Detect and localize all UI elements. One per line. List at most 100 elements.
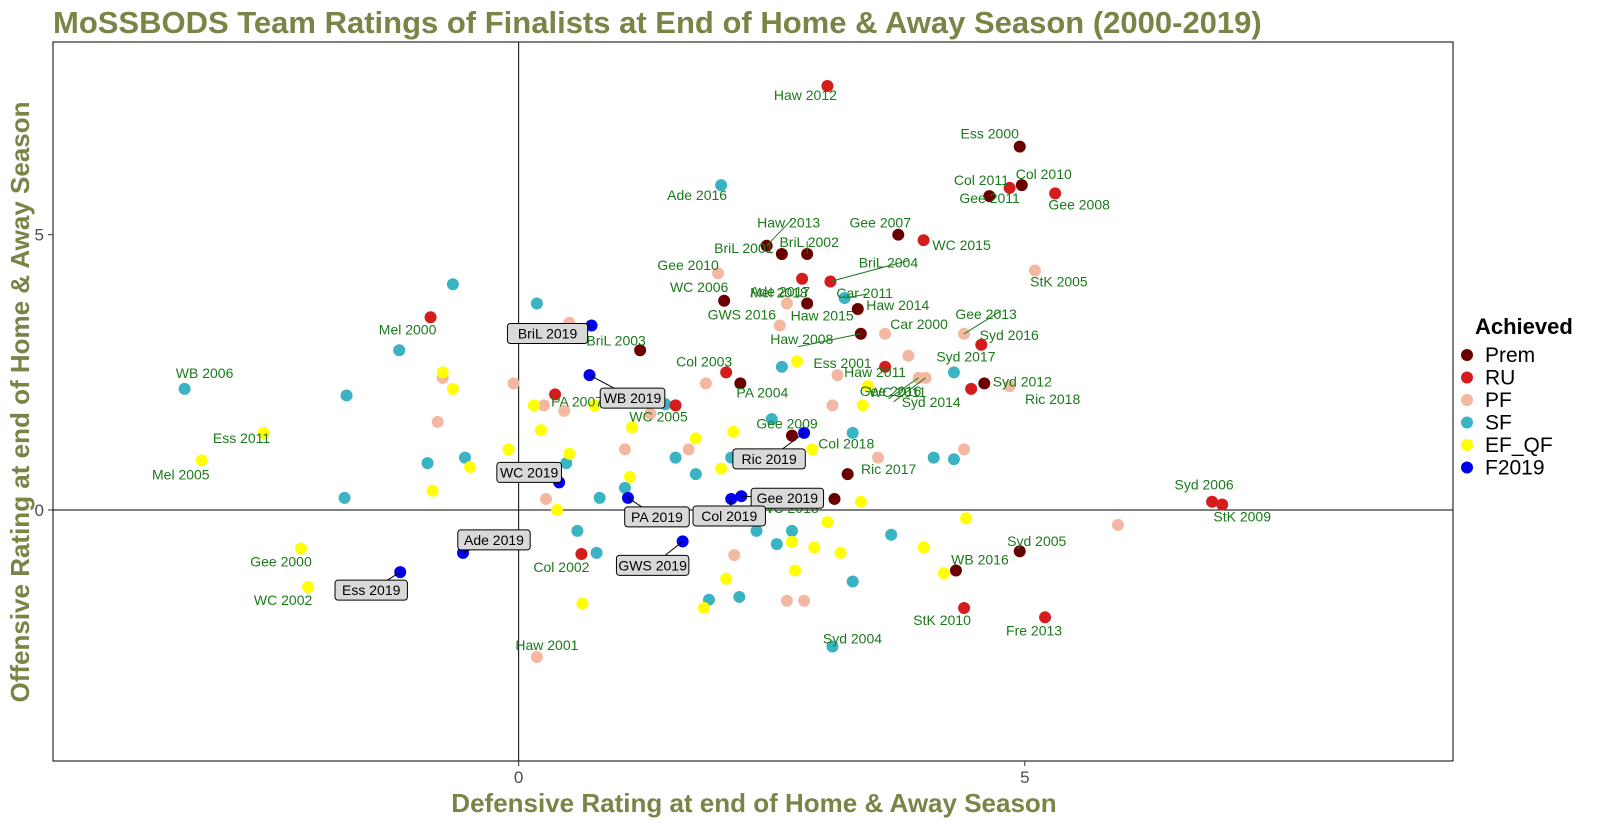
data-point — [727, 425, 740, 438]
data-point — [796, 272, 809, 285]
data-point — [861, 380, 874, 393]
data-point — [446, 278, 459, 291]
data-point — [178, 382, 191, 395]
point-label: WC 2011 — [869, 384, 927, 400]
point-label: GWS 2016 — [708, 307, 777, 323]
data-point — [539, 492, 552, 505]
box-label-leader-line — [587, 325, 592, 327]
legend-key — [1461, 416, 1473, 429]
data-point — [892, 228, 905, 241]
data-point — [689, 468, 702, 481]
data-point — [1003, 181, 1016, 194]
legend-label: PF — [1485, 389, 1512, 412]
data-point — [195, 454, 208, 467]
data-point — [821, 80, 834, 93]
legend-key — [1461, 439, 1473, 451]
box-label-leader-line — [664, 540, 683, 556]
point-label: Haw 2012 — [774, 87, 837, 103]
box-label: Col 2019 — [701, 508, 757, 524]
data-point — [1216, 498, 1229, 511]
data-point — [464, 461, 477, 474]
data-point — [958, 443, 971, 456]
point-label: Col 2002 — [533, 559, 589, 575]
data-point — [426, 484, 439, 497]
point-label: WC 2005 — [629, 408, 688, 424]
point-label: Mel 2005 — [152, 466, 210, 482]
legend-key — [1461, 371, 1473, 384]
data-point — [720, 366, 733, 379]
box-label-leader-line — [782, 432, 805, 450]
label-leader-line — [797, 333, 861, 348]
data-point — [551, 503, 564, 516]
point-label: Syd 2004 — [823, 630, 882, 646]
point-label: Car 2011 — [836, 285, 893, 301]
data-point — [826, 640, 839, 653]
box-label: Ric 2019 — [741, 451, 796, 467]
point-label: Syd 2017 — [936, 348, 995, 364]
point-label: BriL 2001 — [714, 240, 774, 256]
point-label: Gee 2016 — [860, 383, 922, 399]
box-label-leader-line — [387, 571, 401, 581]
data-point — [801, 297, 814, 310]
data-point — [644, 407, 657, 420]
axis-ticks: 0 5 0 5 — [35, 226, 1030, 787]
point-label: StK 2005 — [1030, 273, 1088, 289]
plot-area: Haw 2012 Ess 2000 Col 2011 Col 2010 Gee 2011… — [52, 41, 1454, 762]
point-label: Ade 2016 — [667, 187, 727, 203]
box-label-background — [750, 487, 825, 509]
data-point — [785, 429, 798, 442]
legend-label: F2019 — [1485, 457, 1545, 480]
legend-title: Achieved — [1475, 314, 1573, 339]
labels-layer: Haw 2012 Ess 2000 Col 2011 Col 2010 Gee 2011… — [152, 87, 1271, 653]
data-point — [715, 462, 728, 475]
legend-key — [1461, 349, 1473, 361]
data-point — [927, 451, 940, 464]
point-label: BriL 2004 — [859, 254, 919, 270]
point-label: Syd 2016 — [980, 327, 1039, 343]
point-label: Haw 2001 — [515, 637, 578, 653]
box-label-background — [506, 323, 589, 345]
data-point — [828, 492, 841, 505]
x-tick-label: 0 — [514, 768, 523, 787]
point-label: WC 2006 — [670, 279, 729, 295]
box-label: Ess 2019 — [342, 582, 401, 598]
label-leader-line — [893, 377, 926, 403]
data-point — [1013, 545, 1026, 558]
data-point — [563, 447, 576, 460]
label-leader-line — [766, 219, 793, 247]
data-point — [421, 457, 434, 470]
data-point — [558, 404, 571, 417]
data-point — [975, 338, 988, 351]
data-point — [965, 382, 978, 395]
point-label: Col 2003 — [676, 353, 732, 369]
data-point — [917, 541, 930, 554]
box-label-background — [732, 448, 806, 470]
data-point — [879, 327, 892, 340]
point-label: Haw 2011 — [844, 364, 906, 380]
data-point — [851, 303, 864, 316]
y-tick-label: 0 — [35, 501, 44, 520]
box-label: WC 2019 — [500, 464, 559, 480]
data-point — [1013, 140, 1026, 153]
data-point — [530, 650, 543, 663]
label-leader-line — [888, 377, 919, 400]
point-label: Haw 2013 — [757, 215, 820, 231]
data-point — [446, 382, 459, 395]
data-point — [575, 547, 588, 560]
data-point — [502, 443, 515, 456]
point-label: Gee 2010 — [657, 257, 719, 273]
box-label: PA 2019 — [631, 509, 683, 525]
data-point — [549, 388, 562, 401]
point-label: PA 2007 — [551, 393, 603, 409]
data-point — [733, 590, 746, 603]
data-point — [785, 524, 798, 537]
box-label-background — [692, 505, 766, 527]
legend-label: Prem — [1485, 344, 1535, 367]
x-tick-label: 5 — [1020, 768, 1029, 787]
data-point — [507, 377, 520, 390]
point-label: Col 2010 — [1016, 166, 1072, 182]
data-point — [958, 601, 971, 614]
data-point — [682, 443, 695, 456]
data-point — [808, 541, 821, 554]
